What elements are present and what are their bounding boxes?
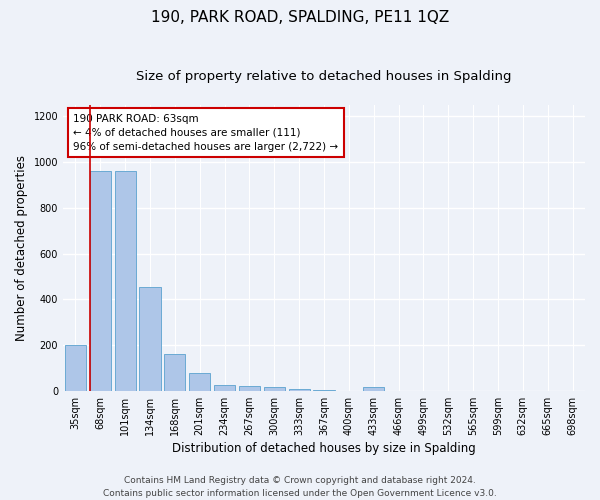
Text: 190 PARK ROAD: 63sqm
← 4% of detached houses are smaller (111)
96% of semi-detac: 190 PARK ROAD: 63sqm ← 4% of detached ho… [73, 114, 338, 152]
Bar [90, 172, 111, 391]
Y-axis label: Number of detached properties: Number of detached properties [15, 155, 28, 341]
Bar [65, 345, 86, 391]
Bar [164, 354, 185, 391]
Title: Size of property relative to detached houses in Spalding: Size of property relative to detached ho… [136, 70, 512, 83]
Bar [115, 172, 136, 391]
Text: Contains HM Land Registry data © Crown copyright and database right 2024.
Contai: Contains HM Land Registry data © Crown c… [103, 476, 497, 498]
Bar [189, 372, 211, 391]
Bar [139, 287, 161, 391]
Bar [363, 388, 384, 391]
Bar [214, 385, 235, 391]
Text: 190, PARK ROAD, SPALDING, PE11 1QZ: 190, PARK ROAD, SPALDING, PE11 1QZ [151, 10, 449, 25]
Bar [239, 386, 260, 391]
Bar [289, 388, 310, 391]
Bar [264, 388, 285, 391]
X-axis label: Distribution of detached houses by size in Spalding: Distribution of detached houses by size … [172, 442, 476, 455]
Bar [313, 390, 335, 391]
